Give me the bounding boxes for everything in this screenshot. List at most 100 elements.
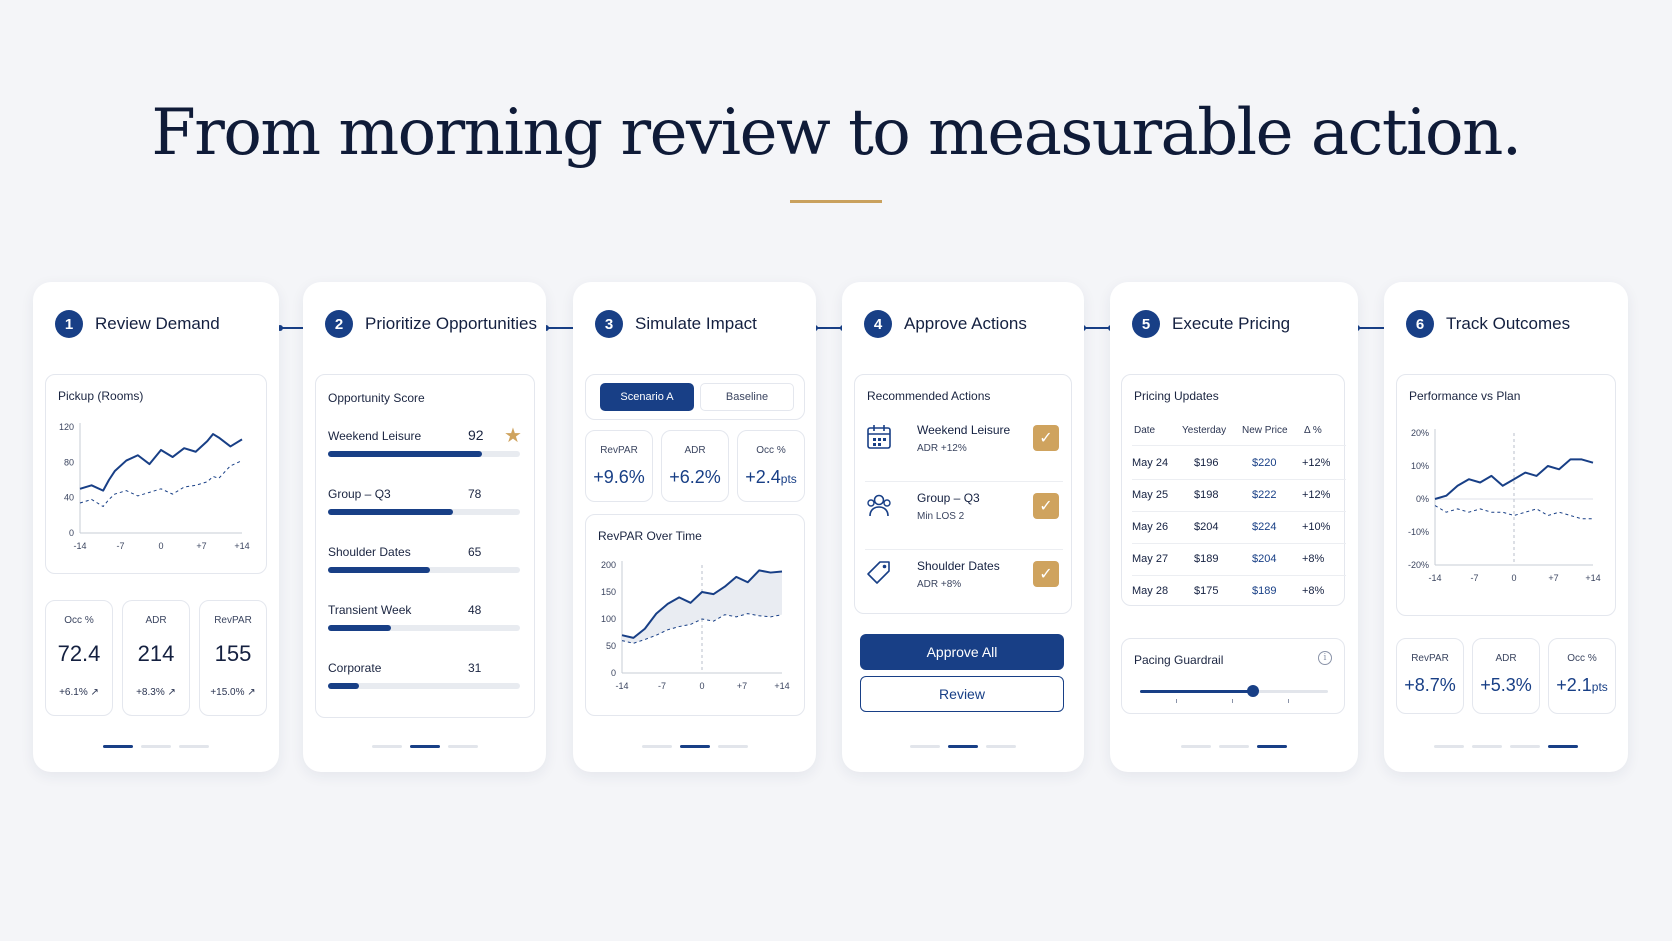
step-card-approve-actions: 4 Approve Actions Recommended Actions We… (842, 282, 1084, 772)
carousel-dot[interactable] (1257, 745, 1287, 748)
panel-title: Pickup (Rooms) (58, 389, 144, 403)
tab-scenario-a[interactable]: Scenario A (600, 383, 694, 411)
carousel-dot[interactable] (717, 745, 748, 748)
card-header: 1 Review Demand (55, 310, 220, 338)
cell-yesterday: $189 (1194, 553, 1219, 565)
carousel-dot[interactable] (179, 745, 209, 748)
tab-baseline[interactable]: Baseline (700, 383, 794, 411)
y-tick-label: 200 (601, 560, 616, 570)
cell-date: May 27 (1132, 553, 1169, 565)
carousel-dots[interactable] (1110, 745, 1358, 748)
action-row[interactable]: Group – Q3 Min LOS 2 ✓ (865, 481, 1059, 549)
score-bar-track (328, 509, 520, 515)
carousel-dot[interactable] (1181, 745, 1211, 748)
step-connector (1080, 325, 1114, 331)
comparison-series-line (1434, 505, 1593, 520)
card-header: 2 Prioritize Opportunities (325, 310, 537, 338)
panel-title: Performance vs Plan (1409, 389, 1521, 403)
panel-title: RevPAR Over Time (598, 529, 702, 543)
step-number-badge: 3 (595, 310, 623, 338)
step-number-badge: 1 (55, 310, 83, 338)
performance-line-chart: 20% 10% 0% -10% -20% -14 -7 0 +7 +14 (1408, 428, 1601, 583)
carousel-dot[interactable] (447, 745, 478, 748)
y-tick-label: 40 (64, 493, 74, 503)
carousel-dot[interactable] (986, 745, 1016, 748)
cell-delta: +10% (1302, 521, 1331, 533)
review-button[interactable]: Review (860, 676, 1064, 712)
y-tick-label: 0% (1416, 494, 1429, 504)
metric-label: RevPAR (600, 445, 638, 456)
guardrail-slider-track[interactable] (1140, 685, 1328, 697)
step-card-execute-pricing: 5 Execute Pricing Pricing Updates Date Y… (1110, 282, 1358, 772)
guardrail-slider-handle[interactable] (1246, 685, 1259, 697)
carousel-dot[interactable] (910, 745, 940, 748)
step-connector (812, 325, 846, 331)
x-tick-label: -14 (73, 541, 86, 551)
action-row[interactable]: Shoulder Dates ADR +8% ✓ (865, 549, 1059, 617)
cell-new-price: $222 (1252, 489, 1277, 501)
comparison-series-line (621, 613, 783, 644)
card-header: 6 Track Outcomes (1406, 310, 1570, 338)
carousel-dot[interactable] (948, 745, 978, 748)
step-connector (1354, 325, 1390, 331)
carousel-dot[interactable] (1219, 745, 1249, 748)
carousel-dot[interactable] (141, 745, 171, 748)
performance-chart-panel: Performance vs Plan 20% 10% 0% -10% -20% -14 -… (1396, 374, 1616, 616)
x-tick-label: +14 (774, 681, 789, 691)
score-bar-track (328, 625, 520, 631)
opportunity-score: 78 (468, 487, 482, 501)
check-icon[interactable]: ✓ (1033, 425, 1059, 451)
primary-series-line (1434, 458, 1594, 500)
check-icon[interactable]: ✓ (1033, 561, 1059, 587)
metric-label: Occ % (756, 445, 786, 456)
carousel-dots[interactable] (1384, 745, 1628, 748)
slider-tick (1288, 699, 1289, 703)
divider (865, 549, 1063, 550)
carousel-dot[interactable] (371, 745, 402, 748)
carousel-dots[interactable] (303, 745, 546, 748)
carousel-dot[interactable] (103, 745, 133, 748)
step-title: Track Outcomes (1446, 314, 1571, 333)
carousel-dot[interactable] (1548, 745, 1578, 748)
step-card-review-demand: 1 Review Demand Pickup (Rooms) 0 40 80 120 -… (33, 282, 279, 772)
column-header: Yesterday (1182, 425, 1227, 436)
carousel-dots[interactable] (573, 745, 816, 748)
carousel-dots[interactable] (33, 745, 279, 748)
stat-tile-adr: ADR 214 +8.3% ↗ (122, 600, 190, 716)
x-tick-label: +7 (1548, 573, 1558, 583)
primary-series-line (79, 433, 243, 492)
stat-value: 72.4 (57, 641, 101, 666)
step-title: Approve Actions (904, 314, 1027, 333)
step-card-track-outcomes: 6 Track Outcomes Performance vs Plan 20%… (1384, 282, 1628, 772)
x-tick-label: -14 (615, 681, 628, 691)
score-bar-track (328, 451, 520, 457)
action-row[interactable]: Weekend Leisure ADR +12% ✓ (865, 413, 1059, 481)
step-title: Simulate Impact (635, 314, 757, 333)
group-icon (867, 494, 891, 517)
panel-title: Opportunity Score (328, 391, 425, 405)
info-icon[interactable]: i (1318, 651, 1332, 665)
carousel-dot[interactable] (1510, 745, 1540, 748)
carousel-dot[interactable] (679, 745, 710, 748)
outcome-tile-revpar: RevPAR +8.7% (1396, 638, 1464, 714)
pickup-line-chart: 0 40 80 120 -14 -7 0 +7 +14 (59, 422, 250, 551)
carousel-dot[interactable] (409, 745, 440, 748)
carousel-dots[interactable] (842, 745, 1084, 748)
x-tick-label: +14 (1585, 573, 1600, 583)
carousel-dot[interactable] (641, 745, 672, 748)
carousel-dot[interactable] (1472, 745, 1502, 748)
x-tick-label: +7 (737, 681, 747, 691)
revpar-chart-panel: RevPAR Over Time 0 50 100 150 200 -14 -7 0 +7 +14 (585, 514, 805, 716)
cell-delta: +12% (1302, 489, 1331, 501)
check-icon[interactable]: ✓ (1033, 493, 1059, 519)
approve-all-button[interactable]: Approve All (860, 634, 1064, 670)
y-tick-label: 10% (1411, 461, 1429, 471)
outcome-value: +5.3% (1480, 675, 1532, 695)
cell-yesterday: $204 (1194, 521, 1219, 533)
column-header: Δ % (1304, 425, 1322, 436)
x-tick-label: -14 (1428, 573, 1441, 583)
pacing-guardrail-panel: Pacing Guardrail i (1121, 638, 1345, 714)
carousel-dot[interactable] (1434, 745, 1464, 748)
opportunity-score: 31 (468, 661, 482, 675)
stat-delta-text: +8.3% (136, 687, 165, 698)
